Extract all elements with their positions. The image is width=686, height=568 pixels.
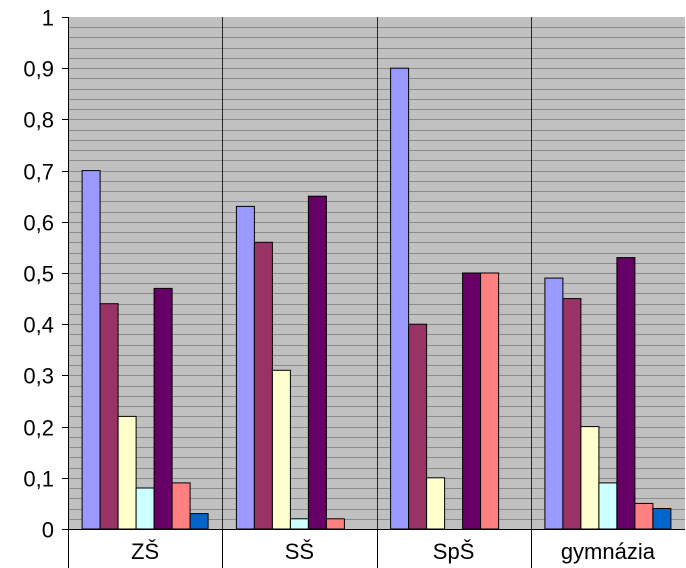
bar-1-1 <box>253 241 273 530</box>
y-tick-label: 0,3 <box>23 364 54 389</box>
y-tick-label: 0 <box>42 518 54 543</box>
bar-2-5 <box>480 272 500 530</box>
y-tick-label: 0,8 <box>23 108 54 133</box>
axes <box>68 17 685 568</box>
bar-0-6 <box>189 513 209 530</box>
y-tick-label: 0,1 <box>23 467 54 492</box>
bar-3-6 <box>652 508 672 530</box>
bar-2-4 <box>462 272 482 530</box>
y-tick-label: 0,2 <box>23 416 54 441</box>
y-tick-label: 0,4 <box>23 313 54 338</box>
bar-1-2 <box>271 369 291 530</box>
bar-2-0 <box>390 67 410 530</box>
bar-0-0 <box>81 170 101 530</box>
bar-1-4 <box>307 195 327 530</box>
bar-0-4 <box>153 287 173 530</box>
bar-3-1 <box>562 298 582 530</box>
bar-3-5 <box>634 502 654 530</box>
y-tick-label: 0,6 <box>23 211 54 236</box>
category-label: ZŠ <box>131 539 159 564</box>
bar-3-2 <box>580 426 600 530</box>
category-labels: ZŠ SŠ SpŠ gymnázia <box>131 529 656 568</box>
category-label: gymnázia <box>561 539 656 564</box>
y-tick-labels: 0 0,1 0,2 0,3 0,4 0,5 0,6 0,7 0,8 0,9 1 <box>23 6 68 543</box>
bar-1-3 <box>289 518 309 530</box>
category-label: SpŠ <box>433 539 475 564</box>
bar-3-3 <box>598 482 618 530</box>
bar-2-2 <box>426 477 446 530</box>
bar-1-0 <box>235 205 255 530</box>
bar-0-1 <box>99 303 119 530</box>
y-tick-label: 0,7 <box>23 160 54 185</box>
bar-0-5 <box>171 482 191 530</box>
y-tick-label: 0,9 <box>23 57 54 82</box>
bar-3-4 <box>616 257 636 530</box>
bar-3-0 <box>544 277 564 530</box>
bar-2-1 <box>408 323 428 530</box>
bars <box>81 67 672 530</box>
y-tick-label: 0,5 <box>23 262 54 287</box>
bar-0-2 <box>117 415 137 530</box>
bar-1-5 <box>325 518 345 530</box>
bar-0-3 <box>135 487 155 530</box>
category-label: SŠ <box>285 539 314 564</box>
y-tick-label: 1 <box>42 6 54 31</box>
